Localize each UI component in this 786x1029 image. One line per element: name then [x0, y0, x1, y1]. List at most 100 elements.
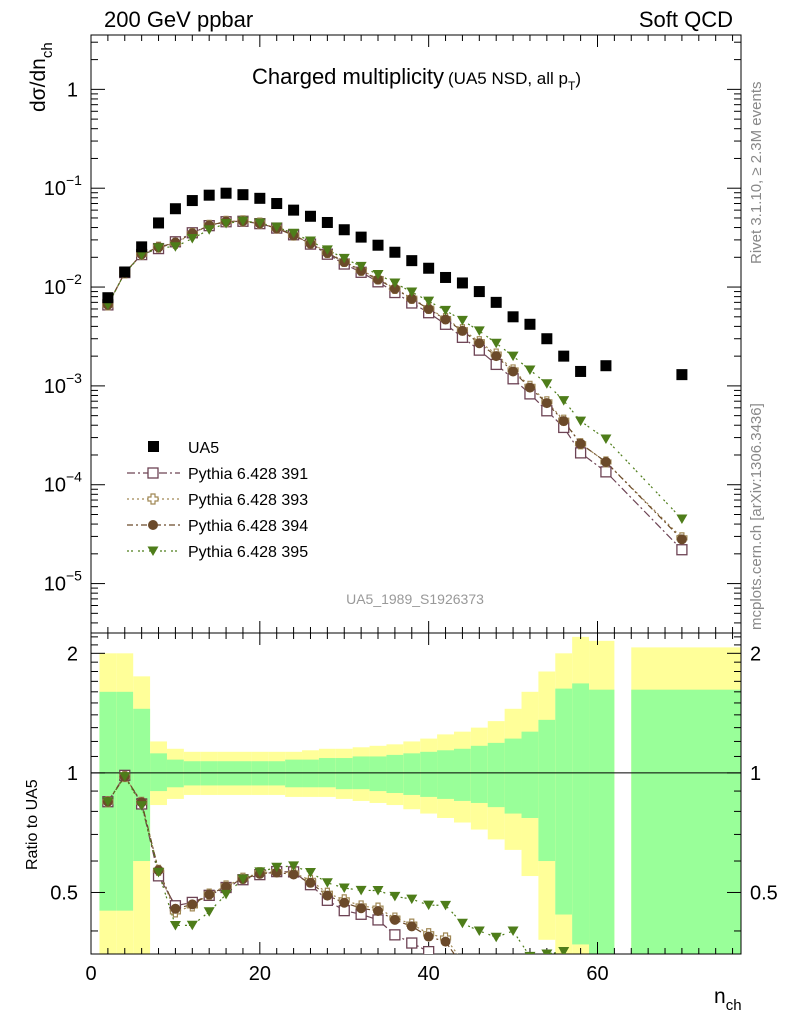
legend-label: Pythia 6.428 393 — [188, 492, 308, 509]
ratio-series-point — [406, 921, 417, 932]
main-y-tick-exponent: −2 — [66, 271, 82, 287]
series-point — [474, 338, 485, 349]
main-y-tick-exponent: −1 — [66, 172, 82, 188]
data-point — [237, 189, 249, 201]
ratio-y-tick-label: 2 — [67, 643, 78, 665]
chart-title-note: (UA5 NSD, all pT) — [448, 69, 581, 93]
main-y-tick-label: 10 — [44, 376, 66, 398]
data-point — [389, 246, 401, 258]
ratio-series-point — [187, 899, 198, 910]
series-point — [389, 278, 401, 288]
main-y-tick-label: 1 — [67, 79, 78, 101]
series-point — [676, 534, 687, 545]
ratio-series-point — [288, 869, 299, 880]
ratio-series-point — [221, 881, 232, 892]
ratio-series-point — [170, 903, 181, 914]
series-markers — [102, 187, 688, 556]
data-point — [676, 369, 688, 381]
x-axis-label: nch — [714, 985, 742, 1014]
plot-frames — [90, 34, 742, 955]
ratio-series-point — [473, 926, 485, 936]
series-point — [600, 466, 612, 478]
ratio-series-point — [186, 920, 198, 931]
ratio-series-point — [338, 883, 350, 893]
series-point — [423, 303, 434, 314]
data-point — [271, 198, 283, 210]
legend: UA5 Pythia 6.428 391 Pythia 6.428 393 Pythi… — [127, 440, 308, 561]
main-y-tick-exponent: −3 — [66, 370, 82, 386]
series-point — [508, 366, 519, 377]
data-point — [372, 239, 384, 251]
ratio-series-point — [440, 936, 451, 947]
ratio-lines — [102, 769, 570, 954]
data-point — [473, 286, 485, 298]
main-y-tick-exponent: −5 — [66, 568, 82, 584]
ratio-series-point — [372, 886, 384, 896]
series-point — [491, 351, 502, 362]
legend-label-data: UA5 — [188, 440, 219, 457]
band-green — [302, 759, 319, 788]
ratio-series-point — [204, 889, 215, 900]
series-point — [355, 261, 367, 272]
legend-marker-data — [148, 441, 159, 452]
series-point — [169, 242, 181, 252]
series-line — [107, 220, 683, 539]
data-point — [119, 266, 131, 278]
band-green — [487, 742, 505, 808]
series-point — [321, 245, 333, 255]
series-point — [456, 315, 468, 326]
series-point — [575, 438, 586, 449]
data-point — [220, 187, 232, 199]
series-point — [389, 283, 400, 294]
series-point — [558, 396, 570, 406]
series-point — [524, 365, 536, 375]
data-point — [423, 262, 435, 274]
band-green — [437, 750, 454, 799]
series-point — [338, 253, 350, 264]
series-point — [541, 379, 553, 389]
chart-title: Charged multiplicity — [252, 64, 444, 89]
band-green — [470, 745, 488, 803]
ratio-series-point — [322, 890, 333, 901]
ratio-series-point — [169, 920, 181, 931]
ratio-y-tick-label: 0.5 — [50, 882, 78, 904]
ratio-series-point — [456, 918, 468, 929]
band-green — [335, 758, 353, 790]
band-green — [285, 759, 303, 788]
ratio-uncertainty-bands — [99, 636, 741, 954]
ratio-y-tick-label: 1 — [67, 763, 78, 785]
data-point — [321, 216, 333, 228]
band-green — [572, 683, 590, 945]
series-point — [490, 338, 502, 349]
series-point — [203, 225, 215, 235]
ratio-series-point — [305, 877, 316, 888]
series-point — [558, 416, 569, 427]
ratio-series-point — [524, 951, 536, 954]
legend-marker — [147, 467, 159, 479]
data-point — [541, 333, 553, 345]
x-tick-label: 0 — [85, 963, 96, 985]
series-point — [473, 326, 485, 336]
legend-marker — [147, 493, 159, 505]
ratio-series-point — [389, 929, 401, 941]
x-tick-label: 40 — [418, 963, 440, 985]
data-point — [203, 189, 215, 201]
main-y-tick-label: 10 — [44, 574, 66, 596]
legend-label: Pythia 6.428 395 — [188, 544, 308, 561]
ratio-series-point — [153, 867, 165, 878]
band-green — [386, 754, 404, 793]
ratio-series-point — [339, 897, 350, 908]
band-green — [521, 731, 539, 818]
main-y-tick-label: 10 — [44, 475, 66, 497]
series-point — [600, 456, 611, 467]
ratio-y-tick-label-right: 1 — [750, 763, 761, 785]
data-point — [406, 255, 418, 267]
main-y-tick-label: 10 — [44, 277, 66, 299]
band-green — [589, 689, 615, 954]
data-point — [153, 217, 165, 229]
band-green — [555, 688, 573, 915]
rivet-version-label: Rivet 3.1.10, ≥ 2.3M events — [748, 82, 765, 265]
ratio-series-point — [406, 937, 418, 949]
legend-marker — [148, 520, 158, 530]
